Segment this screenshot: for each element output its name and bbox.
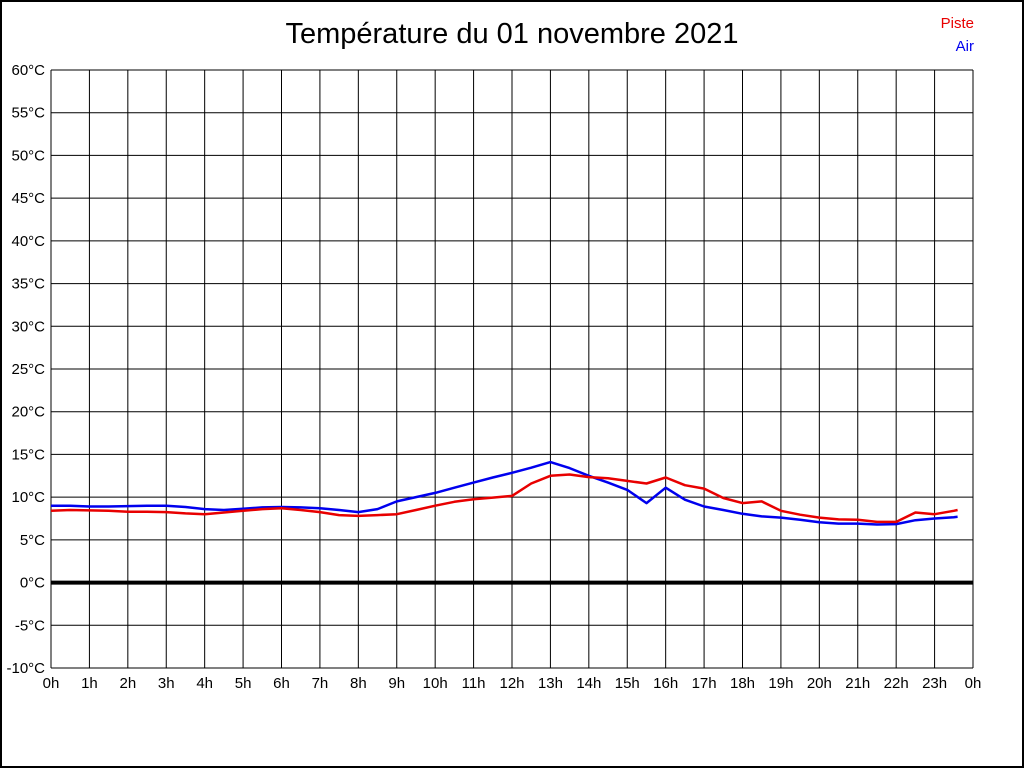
x-axis-tick-label: 23h xyxy=(922,675,947,692)
y-axis-tick-label: 45°C xyxy=(11,190,45,207)
x-axis-tick-label: 18h xyxy=(730,675,755,692)
x-axis-tick-label: 7h xyxy=(312,675,329,692)
x-axis-tick-label: 5h xyxy=(235,675,252,692)
x-axis-tick-label: 9h xyxy=(388,675,405,692)
series-line-air xyxy=(51,460,958,526)
y-axis-tick-label: -10°C xyxy=(6,660,45,677)
x-axis-tick-label: 15h xyxy=(615,675,640,692)
y-axis-tick-label: 20°C xyxy=(11,404,45,421)
y-axis-tick-label: 15°C xyxy=(11,446,45,463)
x-axis-tick-label: 3h xyxy=(158,675,175,692)
legend: Piste Air xyxy=(941,12,974,58)
y-axis-tick-label: 35°C xyxy=(11,276,45,293)
y-axis-tick-label: 30°C xyxy=(11,318,45,335)
series-line-piste xyxy=(50,473,958,524)
x-axis-tick-label: 14h xyxy=(576,675,601,692)
x-axis-tick-label: 10h xyxy=(423,675,448,692)
legend-item-piste: Piste xyxy=(941,12,974,35)
x-axis-tick-label: 2h xyxy=(119,675,136,692)
x-axis-tick-label: 12h xyxy=(499,675,524,692)
x-axis-tick-label: 22h xyxy=(884,675,909,692)
x-axis-tick-label: 0h xyxy=(43,675,60,692)
chart-title: Température du 01 novembre 2021 xyxy=(285,18,739,50)
x-axis-tick-label: 8h xyxy=(350,675,367,692)
y-axis-tick-label: 55°C xyxy=(11,105,45,122)
x-axis-tick-label: 21h xyxy=(845,675,870,692)
x-axis-tick-label: 20h xyxy=(807,675,832,692)
x-axis-tick-label: 6h xyxy=(273,675,290,692)
y-axis-tick-label: 50°C xyxy=(11,147,45,164)
x-axis-tick-label: 17h xyxy=(692,675,717,692)
y-axis-tick-label: 25°C xyxy=(11,361,45,378)
x-axis-tick-label: 0h xyxy=(965,675,982,692)
x-axis-tick-label: 11h xyxy=(462,675,486,692)
x-axis-tick-label: 1h xyxy=(81,675,98,692)
y-axis-tick-label: -5°C xyxy=(15,617,45,634)
legend-label-air: Air xyxy=(955,38,974,55)
x-axis-tick-label: 13h xyxy=(538,675,563,692)
y-axis-tick-label: 10°C xyxy=(11,489,45,506)
y-axis-tick-label: 40°C xyxy=(11,233,45,250)
x-axis-tick-label: 19h xyxy=(768,675,793,692)
y-axis-tick-label: 5°C xyxy=(20,532,45,549)
x-axis-tick-label: 4h xyxy=(196,675,213,692)
legend-item-air: Air xyxy=(941,35,974,58)
y-axis-tick-label: 0°C xyxy=(20,575,45,592)
legend-label-piste: Piste xyxy=(940,15,974,32)
x-axis-tick-label: 16h xyxy=(653,675,678,692)
y-axis-tick-label: 60°C xyxy=(11,62,45,79)
